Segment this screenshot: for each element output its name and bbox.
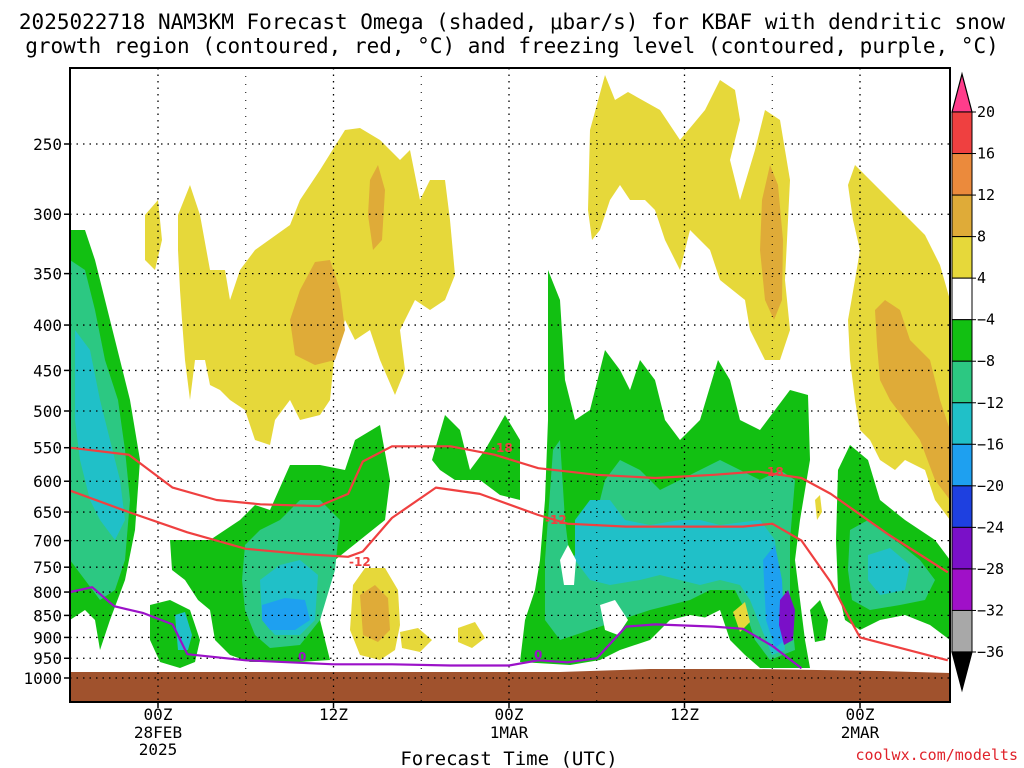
- colorbar-swatch: [951, 194, 973, 238]
- colorbar-swatch: [951, 443, 973, 487]
- x-tick-label: 00Z: [144, 705, 173, 724]
- plot-frame: [69, 67, 951, 703]
- y-tick-label: 550: [33, 439, 62, 458]
- x-tick-sublabel: 1MAR: [490, 723, 529, 742]
- omega-region-orange-2: [368, 165, 385, 250]
- y-tick-label: 350: [33, 265, 62, 284]
- y-tick-label: 250: [33, 135, 62, 154]
- colorbar-swatch: [951, 236, 973, 279]
- colorbar-label: −32: [977, 601, 1004, 619]
- colorbar-label: 12: [977, 186, 995, 204]
- colorbar-swatch: [951, 360, 973, 404]
- y-tick-label: 700: [33, 532, 62, 551]
- watermark-text: coolwx.com/modelts: [855, 746, 1018, 764]
- contour-label-4: -12: [349, 555, 371, 569]
- isotherm-minus18-line: [70, 445, 949, 574]
- colorbar-label: −28: [977, 560, 1004, 578]
- y-tick-label: 950: [33, 649, 62, 668]
- omega-shading: [70, 75, 950, 702]
- y-tick-label: 800: [33, 583, 62, 602]
- omega-region-cyan-5: [575, 500, 785, 655]
- colorbar-label: 16: [977, 145, 995, 163]
- x-tick-sublabel: 28FEB: [134, 723, 182, 742]
- omega-region-yellow-8: [733, 602, 750, 632]
- colorbar-swatch: [951, 568, 973, 611]
- colorbar-swatch: [951, 111, 973, 155]
- omega-region-yellow-7: [458, 622, 485, 648]
- x-tick-label: 12Z: [670, 705, 699, 724]
- x-tick-sublabel: 2025: [139, 740, 178, 759]
- colorbar-label: −8: [977, 352, 995, 370]
- omega-region-green-2: [150, 600, 200, 668]
- y-tick-label: 650: [33, 503, 62, 522]
- y-tick-label: 500: [33, 402, 62, 421]
- omega-region-green-7: [810, 600, 828, 642]
- omega-region-yellow-6: [400, 628, 432, 652]
- colorbar-top-arrow: [951, 71, 973, 113]
- colorbar-swatch: [951, 526, 973, 570]
- omega-hole-2: [600, 600, 628, 635]
- x-tick-label: 00Z: [495, 705, 524, 724]
- chart-title-line-2: growth region (contoured, red, °C) and f…: [25, 34, 999, 58]
- omega-region-blue-3: [262, 598, 310, 630]
- colorbar: 20 16 12 8 4 −4 −8 −12 −16 −20 −24 −28 −32 −36: [951, 71, 1004, 693]
- colorbar-label: −24: [977, 518, 1004, 536]
- x-tick-label: 12Z: [319, 705, 348, 724]
- isotherm-minus12-line: [70, 486, 949, 662]
- freezing-level-line: [70, 586, 803, 670]
- omega-region-orange-4: [875, 300, 950, 500]
- colorbar-swatch: [951, 319, 973, 362]
- colorbar-label: −4: [977, 311, 995, 329]
- omega-region-yellow-3: [588, 75, 790, 360]
- omega-region-green-4: [432, 415, 520, 500]
- colorbar-swatch: [951, 609, 973, 653]
- omega-region-cyan-2: [175, 612, 192, 650]
- x-tick-label: 00Z: [846, 705, 875, 724]
- y-tick-label: 600: [33, 472, 62, 491]
- omega-hole-3: [698, 610, 730, 650]
- colorbar-label: −20: [977, 477, 1004, 495]
- colorbar-label: −12: [977, 394, 1004, 412]
- omega-region-yellow-9: [815, 495, 822, 520]
- colorbar-label: 8: [977, 228, 986, 246]
- y-tick-label: 850: [33, 606, 62, 625]
- y-tick-label: 400: [33, 316, 62, 335]
- omega-region-orange-1: [290, 260, 345, 365]
- omega-region-orange-3: [760, 165, 783, 320]
- x-axis-title: Forecast Time (UTC): [400, 748, 617, 768]
- x-tick-sublabel: 2MAR: [841, 723, 880, 742]
- omega-region-yellow-1: [145, 200, 162, 270]
- colorbar-bottom-arrow: [951, 651, 973, 693]
- omega-region-cyan-1: [75, 330, 125, 540]
- colorbar-label: −16: [977, 435, 1004, 453]
- colorbar-swatch: [951, 277, 973, 321]
- y-tick-label: 1000: [23, 669, 62, 688]
- colorbar-label: −36: [977, 643, 1004, 661]
- contour-label-2: -18: [762, 465, 784, 479]
- colorbar-label: 4: [977, 269, 986, 287]
- chart-title-line-1: 2025022718 NAM3KM Forecast Omega (shaded…: [19, 10, 1006, 34]
- colorbar-swatch: [951, 402, 973, 445]
- y-tick-label: 450: [33, 361, 62, 380]
- contour-label-3: -12: [545, 513, 567, 527]
- y-tick-label: 900: [33, 628, 62, 647]
- topography-band: [70, 669, 950, 702]
- omega-hole-1: [560, 545, 576, 585]
- contour-lines: [70, 445, 949, 670]
- contour-label-1: -18: [491, 441, 513, 455]
- omega-region-orange-5: [360, 585, 390, 642]
- omega-region-cyan-6: [868, 548, 910, 595]
- contour-label-6: 0: [534, 648, 542, 662]
- y-tick-label: 300: [33, 205, 62, 224]
- colorbar-swatch: [951, 153, 973, 196]
- colorbar-label: 20: [977, 103, 995, 121]
- colorbar-swatch: [951, 485, 973, 528]
- contour-label-5: 0: [298, 650, 306, 664]
- omega-region-purple-5: [779, 590, 795, 645]
- y-tick-label: 750: [33, 558, 62, 577]
